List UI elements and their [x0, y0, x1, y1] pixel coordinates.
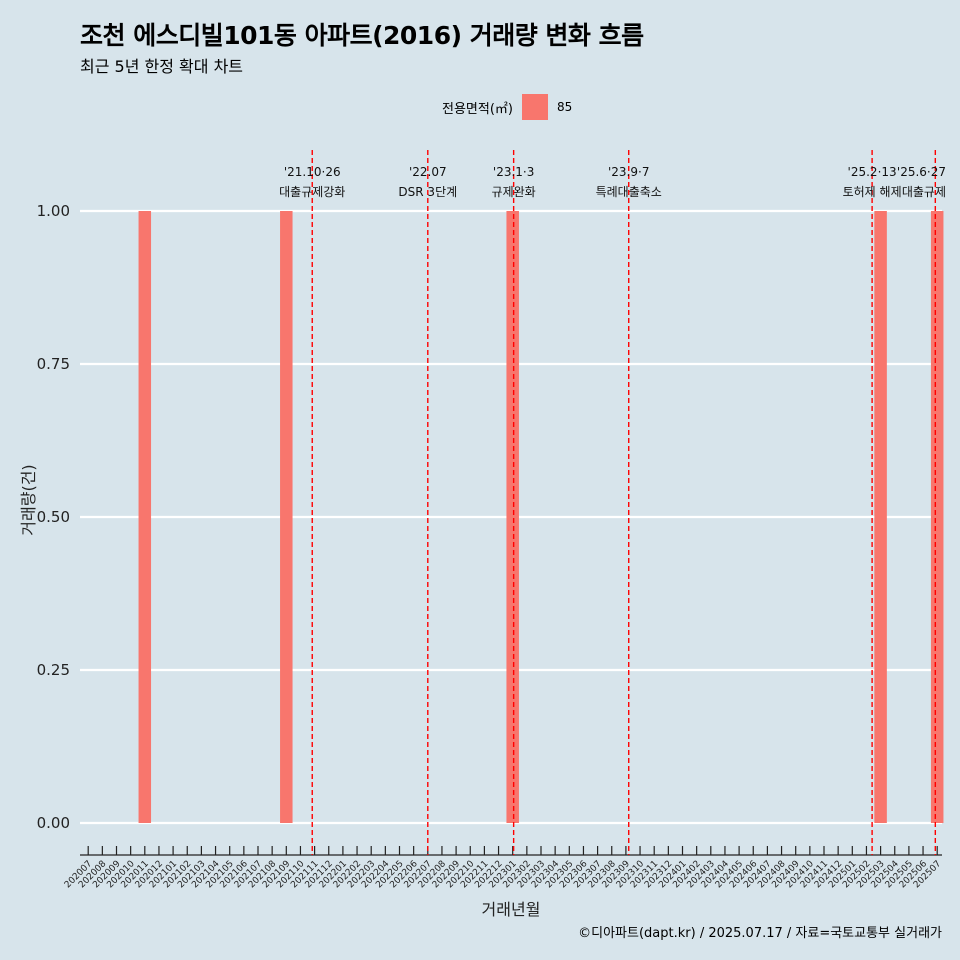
- source-caption: ©디아파트(dapt.kr) / 2025.07.17 / 자료=국토교통부 실…: [578, 926, 942, 941]
- event-text-label: 토허제 해제: [843, 185, 902, 199]
- y-axis-title: 거래량(건): [19, 464, 38, 535]
- event-date-label: '23.1·3: [493, 165, 534, 179]
- event-date-label: '25.2·13: [848, 165, 897, 179]
- legend-label-85: 85: [556, 100, 573, 114]
- event-text-label: 대출규제강화: [279, 185, 345, 199]
- event-date-label: '21.10·26: [284, 165, 341, 179]
- bar: [280, 211, 293, 823]
- bar: [874, 211, 887, 823]
- event-date-label: '25.6·27: [897, 165, 946, 179]
- y-tick-label: 0.25: [37, 661, 70, 679]
- bar: [138, 211, 152, 823]
- y-tick-label: 0.50: [37, 508, 70, 526]
- x-axis-title: 거래년월: [482, 900, 541, 919]
- y-tick-label: 0.00: [37, 814, 70, 832]
- legend-key-85: [521, 94, 548, 120]
- event-text-label: 규제완화: [492, 185, 536, 199]
- bar: [506, 211, 519, 823]
- event-date-label: '22.07: [409, 165, 447, 179]
- y-tick-label: 1.00: [37, 202, 70, 220]
- chart-subtitle: 최근 5년 한정 확대 차트: [80, 57, 244, 76]
- chart-title: 조천 에스디빌101동 아파트(2016) 거래량 변화 흐름: [80, 21, 644, 50]
- event-text-label: DSR 3단계: [398, 185, 457, 199]
- event-text-label: 특례대출축소: [596, 185, 662, 199]
- legend-title: 전용면적(㎡): [442, 101, 513, 117]
- event-text-label: 대출규제: [902, 185, 946, 199]
- event-date-label: '23.9·7: [608, 165, 649, 179]
- y-tick-label: 0.75: [37, 355, 70, 373]
- bar: [930, 211, 944, 823]
- legend: 전용면적(㎡) 85: [442, 94, 572, 120]
